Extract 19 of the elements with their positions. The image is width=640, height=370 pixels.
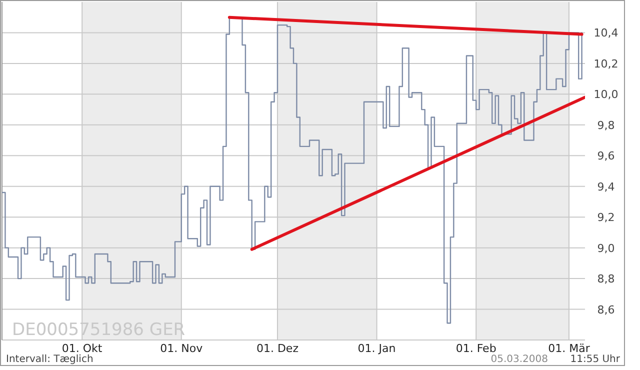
x-tick-label: 01. Mär	[548, 342, 590, 355]
text: 11:55 Uhr	[570, 354, 621, 365]
x-tick-label: 01. Okt	[62, 342, 103, 355]
y-tick-label: 9,0	[597, 242, 615, 255]
y-tick-label: 9,2	[597, 211, 615, 224]
y-tick-label: 8,8	[597, 272, 615, 286]
y-tick-label: 10,4	[594, 26, 618, 40]
x-tick-label: 01. Feb	[456, 342, 496, 355]
y-tick-label: 9,8	[597, 118, 615, 132]
y-tick-label: 9,4	[597, 180, 615, 194]
x-tick-label: 01. Nov	[160, 342, 204, 355]
y-tick-label: 10,2	[594, 57, 618, 70]
x-tick-label: 01. Jan	[358, 342, 396, 355]
text: 05.03.2008	[490, 354, 548, 365]
x-tick-label: 01. Dez	[256, 342, 299, 355]
y-tick-label: 9,6	[597, 150, 615, 163]
y-tick-label: 10,0	[594, 88, 618, 102]
y-tick-label: 8,6	[597, 303, 615, 316]
text: Intervall: Tæglich	[6, 354, 94, 365]
